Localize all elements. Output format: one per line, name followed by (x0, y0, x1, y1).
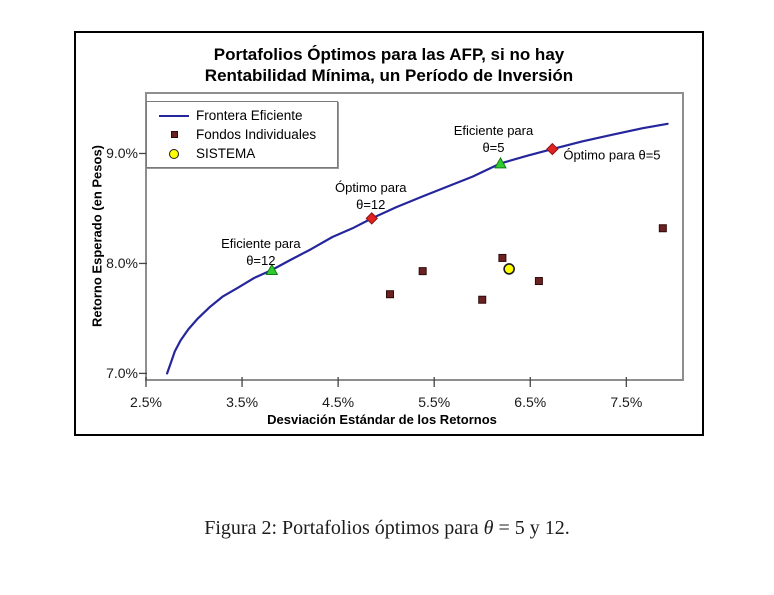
annotation: Óptimo para θ=12 (334, 180, 407, 213)
chart-figure: Portafolios Óptimos para las AFP, si no … (74, 31, 704, 436)
point-optimo (365, 212, 378, 225)
figure-caption: Figura 2: Portafolios óptimos para θ = 5… (0, 517, 774, 540)
y-tick-label: 9.0% (106, 145, 138, 162)
frontier-line-swatch (157, 114, 191, 117)
square-marker-icon (170, 131, 178, 138)
annotation: Eficiente para θ=12 (221, 236, 301, 269)
legend-item-sistema: SISTEMA (157, 144, 331, 163)
fondos-swatch (157, 131, 191, 138)
y-axis-title: Retorno Esperado (en Pesos) (89, 144, 105, 328)
x-tick-label: 6.5% (514, 394, 547, 410)
legend-item-label: SISTEMA (196, 146, 256, 161)
caption-text: = 5 y 12. (493, 517, 570, 539)
annotation: Óptimo para θ=5 (563, 147, 661, 163)
chart-title: Portafolios Óptimos para las AFP, si no … (76, 44, 702, 86)
circle-marker-icon (169, 148, 179, 159)
x-tick-label: 7.5% (610, 394, 643, 410)
point-fondos-individuales (658, 224, 667, 233)
point-fondos-individuales (498, 253, 507, 262)
chart-title-line-2: Rentabilidad Mínima, un Período de Inver… (204, 66, 574, 85)
legend: Frontera Eficiente Fondos Individuales S… (146, 101, 338, 168)
point-fondos-individuales (534, 277, 543, 286)
sistema-swatch (157, 148, 191, 159)
legend-item-frontera: Frontera Eficiente (157, 106, 331, 125)
legend-item-label: Frontera Eficiente (196, 108, 303, 123)
caption-theta: θ (483, 517, 494, 539)
x-tick-label: 2.5% (130, 394, 162, 410)
legend-item-label: Fondos Individuales (196, 127, 317, 142)
y-tick-label: 7.0% (106, 365, 138, 382)
line-marker-icon (159, 114, 189, 117)
legend-item-fondos: Fondos Individuales (157, 125, 331, 144)
chart-title-line-1: Portafolios Óptimos para las AFP, si no … (213, 45, 565, 64)
caption-text: Figura 2: Portafolios óptimos para (204, 517, 484, 539)
annotation: Eficiente para θ=5 (453, 123, 534, 156)
x-axis-title: Desviación Estándar de los Retornos (267, 412, 497, 427)
point-fondos-individuales (386, 290, 395, 299)
point-sistema (503, 263, 515, 275)
point-eficiente (494, 156, 507, 169)
point-fondos-individuales (478, 295, 487, 304)
x-tick-label: 5.5% (418, 394, 451, 410)
point-fondos-individuales (418, 267, 427, 276)
point-optimo (546, 142, 559, 156)
x-tick-label: 4.5% (322, 394, 355, 410)
chart-canvas (139, 92, 684, 387)
x-tick-label: 3.5% (226, 394, 259, 410)
y-tick-label: 8.0% (106, 255, 138, 272)
